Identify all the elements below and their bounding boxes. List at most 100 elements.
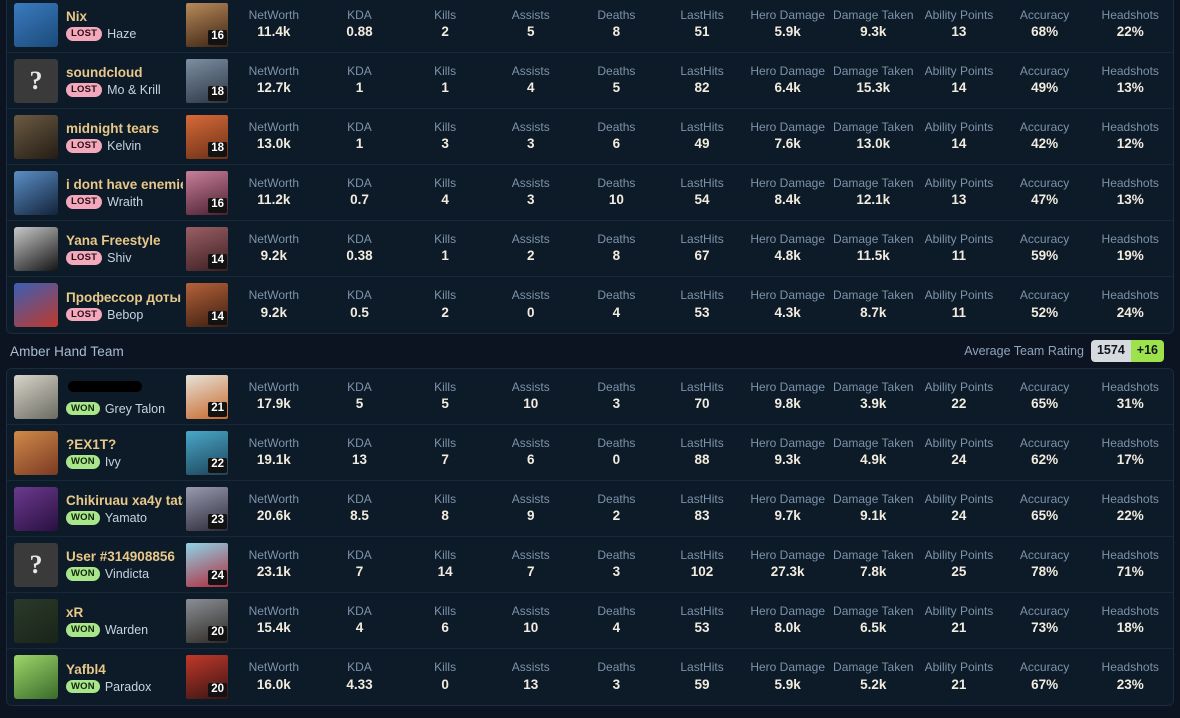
hero-portrait-cell[interactable]: 24 xyxy=(183,542,231,587)
stat-value: 11.2k xyxy=(257,192,291,208)
player-identity[interactable]: i dont have enemies LOST Wraith xyxy=(7,170,183,215)
table-row[interactable]: Yafbl4 WON Paradox 20 NetWorth 16.0k KDA 4.33 Ki… xyxy=(7,649,1173,705)
stat-value: 0 xyxy=(526,304,535,320)
stat-ability-points: Ability Points 14 xyxy=(916,120,1002,152)
avatar[interactable] xyxy=(14,2,58,47)
table-row[interactable]: ?EX1T? WON Ivy 22 NetWorth 19.1k KDA 13 Kills 7 As… xyxy=(7,425,1173,481)
stat-label: LastHits xyxy=(680,231,724,246)
table-row[interactable]: Nix LOST Haze 16 NetWorth 11.4k KDA 0.88 Kills 2 A… xyxy=(7,0,1173,53)
stat-label: LastHits xyxy=(680,379,724,394)
avatar[interactable] xyxy=(14,114,58,159)
hero-level-badge: 20 xyxy=(208,626,227,641)
player-identity[interactable]: Nix LOST Haze xyxy=(7,2,183,47)
avatar[interactable] xyxy=(14,655,58,699)
stat-ability-points: Ability Points 24 xyxy=(916,436,1002,468)
stat-value: 19.1k xyxy=(256,452,291,468)
stat-label: Ability Points xyxy=(924,63,994,78)
stat-hero-damage: Hero Damage 27.3k xyxy=(745,548,831,580)
stat-kills: Kills 5 xyxy=(402,380,488,412)
table-row[interactable]: i dont have enemies LOST Wraith 16 NetWorth 1… xyxy=(7,165,1173,221)
hero-name: Warden xyxy=(104,623,149,637)
stat-ability-points: Ability Points 24 xyxy=(916,492,1002,524)
player-identity[interactable]: ? soundcloud LOST Mo & Krill xyxy=(7,58,183,103)
avatar[interactable]: ? xyxy=(14,542,58,587)
hero-portrait-cell[interactable]: 16 xyxy=(183,2,231,47)
stat-value: 6 xyxy=(612,136,621,152)
stat-label: Damage Taken xyxy=(833,63,914,78)
stat-label: Assists xyxy=(511,547,550,562)
player-identity[interactable]: midnight tears LOST Kelvin xyxy=(7,114,183,159)
stat-label: Headshots xyxy=(1101,119,1159,134)
avatar[interactable] xyxy=(14,598,58,643)
stat-lasthits: LastHits 82 xyxy=(659,63,745,96)
stat-kills: Kills 2 xyxy=(402,8,488,40)
player-identity[interactable]: xR WON Warden xyxy=(7,598,183,643)
hero-portrait-cell[interactable]: 18 xyxy=(183,114,231,159)
hero-portrait-cell[interactable]: 20 xyxy=(183,655,231,699)
stat-label: Kills xyxy=(434,435,457,450)
table-row[interactable]: WON Grey Talon 21 NetWorth 17.9k KDA 5 Kills 5 As… xyxy=(7,369,1173,425)
avatar[interactable] xyxy=(14,374,58,419)
team-block: Nix LOST Haze 16 NetWorth 11.4k KDA 0.88 Kills 2 A… xyxy=(6,0,1174,334)
stat-label: Headshots xyxy=(1101,435,1159,450)
player-name: midnight tears xyxy=(66,121,160,136)
stat-networth: NetWorth 23.1k xyxy=(231,547,317,580)
avatar[interactable] xyxy=(14,486,58,531)
hero-portrait-cell[interactable]: 16 xyxy=(183,170,231,215)
stat-headshots: Headshots 18% xyxy=(1087,604,1173,636)
stat-value: 14 xyxy=(951,80,967,96)
player-name: Chikiruau xa4y tata xyxy=(66,493,183,508)
stat-value: 4.33 xyxy=(346,676,373,692)
stat-value: 5 xyxy=(355,396,364,412)
stat-damage-taken: Damage Taken 4.9k xyxy=(830,436,916,468)
stat-label: LastHits xyxy=(680,288,724,303)
stat-label: Accuracy xyxy=(1019,603,1070,618)
table-row[interactable]: xR WON Warden 20 NetWorth 15.4k KDA 4 Kills 6 Assi… xyxy=(7,593,1173,649)
stat-value: 3 xyxy=(612,564,621,580)
hero-portrait-cell[interactable]: 20 xyxy=(183,598,231,643)
stat-label: LastHits xyxy=(680,63,724,78)
player-identity[interactable]: Yafbl4 WON Paradox xyxy=(7,655,183,699)
hero-portrait: 16 xyxy=(186,170,228,215)
stat-label: NetWorth xyxy=(248,547,300,562)
stat-value: 4.8k xyxy=(774,248,801,264)
hero-portrait-cell[interactable]: 14 xyxy=(183,226,231,271)
table-row[interactable]: ? User #314908856 WON Vindicta 24 NetWorth 23.… xyxy=(7,537,1173,593)
stat-label: Kills xyxy=(434,491,457,506)
table-row[interactable]: Chikiruau xa4y tata WON Yamato 23 NetWorth 20… xyxy=(7,481,1173,537)
stat-kda: KDA 1 xyxy=(317,120,403,152)
stat-label: Damage Taken xyxy=(833,660,914,675)
table-row[interactable]: ? soundcloud LOST Mo & Krill 18 NetWorth 12.7k… xyxy=(7,53,1173,109)
avatar[interactable] xyxy=(14,430,58,475)
hero-portrait-cell[interactable]: 14 xyxy=(183,283,231,327)
stat-label: Accuracy xyxy=(1019,63,1070,78)
stat-label: Accuracy xyxy=(1019,231,1070,246)
player-identity[interactable]: Yana Freestyle LOST Shiv xyxy=(7,226,183,271)
stat-label: LastHits xyxy=(680,547,724,562)
player-identity[interactable]: Chikiruau xa4y tata WON Yamato xyxy=(7,486,183,531)
table-row[interactable]: Yana Freestyle LOST Shiv 14 NetWorth 9.2k KDA 0… xyxy=(7,221,1173,277)
hero-portrait-cell[interactable]: 18 xyxy=(183,58,231,103)
stat-headshots: Headshots 31% xyxy=(1087,380,1173,412)
table-row[interactable]: midnight tears LOST Kelvin 18 NetWorth 13.0k K… xyxy=(7,109,1173,165)
stat-label: Ability Points xyxy=(924,288,994,303)
player-identity[interactable]: Профессор доты LOST Bebop xyxy=(7,283,183,327)
player-identity[interactable]: WON Grey Talon xyxy=(7,374,183,419)
hero-portrait-cell[interactable]: 21 xyxy=(183,374,231,419)
player-identity[interactable]: ? User #314908856 WON Vindicta xyxy=(7,542,183,587)
avatar[interactable] xyxy=(14,283,58,327)
stat-hero-damage: Hero Damage 4.3k xyxy=(745,289,831,320)
avatar-image xyxy=(14,2,58,47)
stat-value: 13% xyxy=(1116,80,1144,96)
stat-deaths: Deaths 5 xyxy=(574,64,660,96)
table-row[interactable]: Профессор доты LOST Bebop 14 NetWorth 9.2k KDA… xyxy=(7,277,1173,333)
hero-portrait: 14 xyxy=(186,226,228,271)
avatar[interactable]: ? xyxy=(14,58,58,103)
avatar[interactable] xyxy=(14,170,58,215)
stat-value: 13 xyxy=(523,676,539,692)
hero-portrait-cell[interactable]: 22 xyxy=(183,430,231,475)
stat-assists: Assists 9 xyxy=(488,492,574,524)
player-identity[interactable]: ?EX1T? WON Ivy xyxy=(7,430,183,475)
avatar[interactable] xyxy=(14,226,58,271)
hero-portrait-cell[interactable]: 23 xyxy=(183,486,231,531)
